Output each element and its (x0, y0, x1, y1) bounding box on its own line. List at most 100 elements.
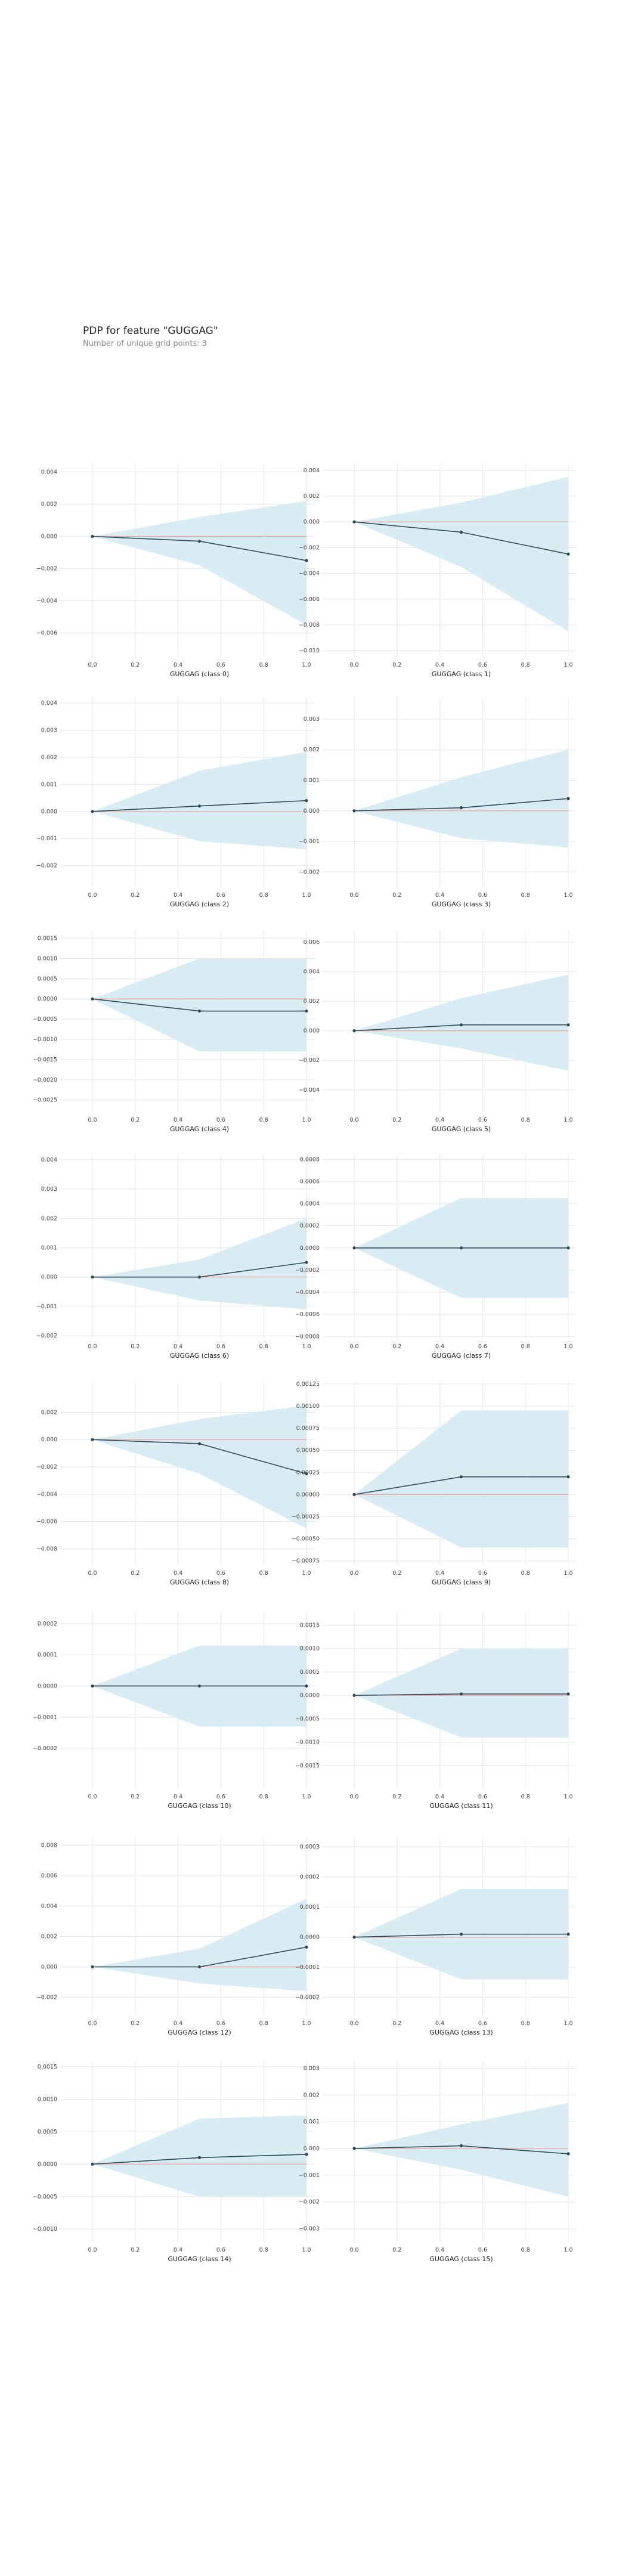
y-tick-label: −0.002 (299, 544, 320, 551)
pdp-point (91, 810, 94, 813)
y-tick-label: 0.003 (304, 716, 320, 723)
x-tick-label: 1.0 (564, 662, 572, 668)
y-tick-label: 0.003 (41, 727, 57, 734)
x-tick-label: 1.0 (564, 2247, 572, 2253)
x-tick-label: 0.0 (88, 2020, 97, 2027)
x-tick-label: 0.0 (88, 1794, 97, 1800)
pdp-point (305, 1684, 308, 1688)
x-tick-label: 0.8 (521, 892, 530, 899)
y-tick-label: −0.0002 (33, 1745, 57, 1752)
x-tick-label: 0.0 (349, 1794, 358, 1800)
x-tick-label: 0.8 (521, 1117, 530, 1123)
pdp-point (459, 1475, 463, 1479)
y-tick-label: −0.004 (299, 571, 320, 577)
x-axis-label: GUGGAG (class 8) (170, 1578, 229, 1586)
pdp-point (197, 1442, 202, 1445)
y-tick-label: −0.0010 (295, 1739, 320, 1746)
y-tick-label: 0.002 (41, 1934, 57, 1940)
y-tick-label: 0.00125 (296, 1381, 320, 1388)
x-tick-label: 1.0 (564, 1794, 572, 1800)
pdp-panel-9: 0.00125 0.00100 0.00075 0.00050 0.00025 0.000… (292, 1381, 575, 1586)
x-tick-label: 0.4 (174, 1343, 182, 1350)
y-tick-label: −0.002 (36, 1333, 57, 1339)
y-tick-label: 0.00050 (296, 1447, 320, 1454)
chart-subtitle: Number of unique grid points: 3 (83, 339, 208, 348)
y-tick-label: 0.0002 (300, 1874, 320, 1881)
x-tick-label: 0.4 (435, 2247, 444, 2253)
y-tick-label: 0.006 (41, 1873, 57, 1880)
y-tick-label: 0.004 (41, 1157, 57, 1163)
x-tick-label: 0.2 (392, 1117, 401, 1123)
pdp-point (566, 552, 570, 556)
y-tick-label: 0.002 (304, 998, 320, 1005)
y-tick-label: 0.002 (41, 1215, 57, 1222)
x-tick-label: 1.0 (302, 2020, 311, 2027)
x-tick-label: 0.8 (259, 2020, 268, 2027)
x-tick-label: 0.6 (478, 1570, 487, 1577)
y-tick-label: −0.006 (299, 596, 320, 603)
pdp-point (459, 1023, 463, 1027)
y-tick-label: 0.003 (41, 1186, 57, 1193)
pdp-point (566, 2152, 570, 2156)
y-tick-label: 0.0015 (38, 936, 57, 942)
pdp-point (459, 806, 463, 810)
pdp-point (352, 1493, 356, 1496)
pdp-panel-1: 0.004 0.002 0.000 −0.002 −0.004 −0.006 −0.008 −… (299, 464, 575, 678)
pdp-point (197, 1965, 202, 1969)
y-tick-label: −0.001 (299, 2172, 320, 2179)
x-tick-label: 0.0 (88, 1343, 97, 1350)
pdp-point (459, 530, 463, 534)
pdp-point (305, 1945, 308, 1949)
y-tick-label: 0.0000 (300, 1934, 320, 1941)
x-tick-label: 0.4 (174, 2020, 182, 2027)
y-tick-label: −0.0005 (295, 1716, 320, 1722)
pdp-point (197, 2156, 202, 2159)
pdp-point (459, 1933, 463, 1936)
x-tick-label: 0.4 (174, 662, 182, 668)
y-tick-label: 0.00075 (296, 1425, 320, 1432)
x-axis-label: GUGGAG (class 10) (168, 1802, 231, 1810)
x-tick-label: 0.2 (131, 892, 140, 899)
pdp-point (305, 1472, 308, 1476)
x-tick-label: 0.2 (131, 2247, 140, 2253)
x-tick-label: 0.0 (349, 892, 358, 899)
x-tick-label: 1.0 (564, 1570, 572, 1577)
y-tick-label: 0.004 (304, 968, 320, 975)
x-axis-label: GUGGAG (class 4) (170, 1125, 229, 1133)
y-tick-label: −0.0010 (33, 1036, 57, 1043)
pdp-point (352, 1246, 356, 1250)
y-tick-label: −0.002 (36, 863, 57, 869)
y-tick-label: −0.003 (299, 2226, 320, 2233)
pdp-point (352, 1693, 356, 1697)
x-tick-label: 1.0 (564, 892, 572, 899)
y-tick-label: 0.000 (41, 534, 57, 540)
y-tick-label: −0.0001 (295, 1964, 320, 1971)
y-tick-label: 0.0010 (38, 2096, 57, 2103)
y-tick-label: 0.0006 (300, 1178, 320, 1185)
x-tick-label: 0.4 (174, 1794, 182, 1800)
x-tick-label: 0.0 (88, 1117, 97, 1123)
x-tick-label: 0.4 (174, 892, 182, 899)
confidence-band (92, 2115, 306, 2197)
pdp-point (352, 2147, 356, 2150)
y-tick-label: 0.0000 (300, 1692, 320, 1699)
y-tick-label: 0.002 (41, 1409, 57, 1416)
pdp-panel-13: 0.0003 0.0002 0.0001 0.0000 −0.0001 −0.0002 0.… (295, 1838, 575, 2036)
y-tick-label: −0.002 (36, 1994, 57, 2001)
y-tick-label: −0.006 (36, 630, 57, 637)
y-tick-label: 0.000 (304, 519, 320, 525)
pdp-point (566, 1246, 570, 1250)
x-tick-label: 0.8 (259, 1343, 268, 1350)
x-tick-label: 0.2 (392, 2247, 401, 2253)
pdp-point (352, 809, 356, 813)
x-tick-label: 0.0 (88, 662, 97, 668)
x-tick-label: 0.6 (216, 1343, 225, 1350)
x-tick-label: 0.6 (216, 2247, 225, 2253)
y-tick-label: 0.001 (304, 2119, 320, 2125)
x-tick-label: 0.0 (349, 662, 358, 668)
pdp-panel-0: 0.004 0.002 0.000 −0.002 −0.004 −0.006 0.0 0.2 0… (36, 464, 315, 678)
pdp-point (91, 997, 94, 1001)
y-tick-label: 0.0000 (38, 2161, 57, 2168)
x-tick-label: 0.4 (435, 662, 444, 668)
x-axis-label: GUGGAG (class 2) (170, 900, 229, 908)
